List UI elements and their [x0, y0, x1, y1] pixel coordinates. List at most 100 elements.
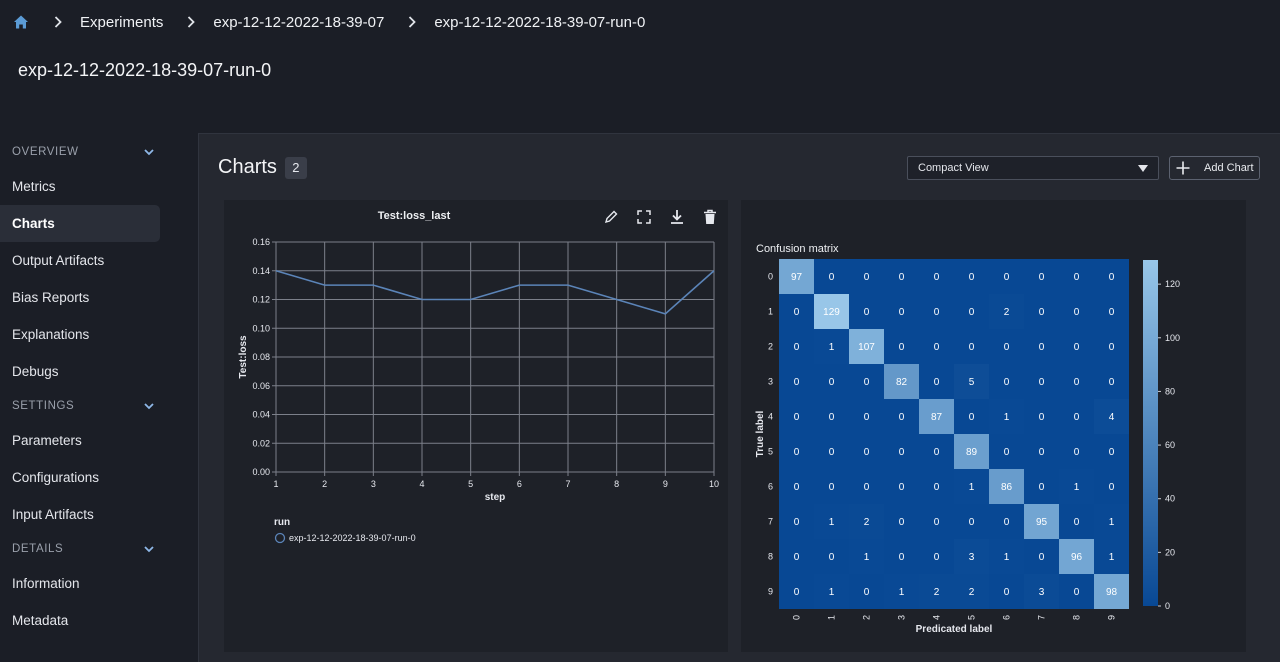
heatmap-cell: [814, 434, 849, 469]
heatmap-cell: [919, 504, 954, 539]
sidebar-item-output-artifacts[interactable]: Output Artifacts: [12, 253, 105, 268]
x-tick-label: 2: [862, 615, 872, 620]
cell-value: 0: [1004, 517, 1010, 528]
heatmap-cell: [849, 434, 884, 469]
y-axis-label: Test:loss: [238, 335, 249, 379]
sidebar-item-information[interactable]: Information: [12, 576, 80, 591]
chart-title: Test:loss_last: [377, 210, 451, 222]
y-tick-label: 2: [768, 342, 773, 352]
cell-value: 0: [1004, 447, 1010, 458]
heatmap-cell: [919, 539, 954, 574]
cell-value: 1: [1109, 552, 1115, 563]
cell-value: 0: [794, 412, 800, 423]
series-line: [275, 269, 715, 315]
heatmap-cell: [1024, 399, 1059, 434]
cell-value: 0: [829, 552, 835, 563]
y-tick-label: 0.14: [252, 266, 270, 276]
expand-icon[interactable]: [635, 208, 653, 226]
sidebar: OVERVIEW Metrics Charts Output Artifacts…: [0, 136, 165, 639]
cell-value: 0: [1004, 377, 1010, 388]
heatmap-cell: [989, 539, 1024, 574]
heatmap-cell: [919, 434, 954, 469]
heatmap-cell: [989, 399, 1024, 434]
sidebar-item-explanations[interactable]: Explanations: [12, 327, 90, 342]
sidebar-item-input-artifacts[interactable]: Input Artifacts: [12, 507, 94, 522]
heatmap-cell: [884, 574, 919, 609]
cell-value: 2: [1004, 307, 1010, 318]
breadcrumb-experiment[interactable]: exp-12-12-2022-18-39-07: [213, 13, 385, 31]
add-chart-label: Add Chart: [1204, 162, 1254, 174]
colorbar-tick-label: 40: [1165, 494, 1175, 504]
edit-icon[interactable]: [602, 208, 620, 226]
breadcrumb-experiments[interactable]: Experiments: [80, 13, 164, 31]
page-title: exp-12-12-2022-18-39-07-run-0: [18, 60, 272, 80]
heatmap-cell: [989, 434, 1024, 469]
cell-value: 1: [864, 552, 870, 563]
heatmap-cell: [954, 364, 989, 399]
chevron-down-icon: [144, 403, 154, 410]
sidebar-section-details[interactable]: DETAILS: [0, 533, 165, 565]
sidebar-section-overview[interactable]: OVERVIEW: [0, 136, 165, 168]
heatmap-cell: [919, 259, 954, 294]
home-icon[interactable]: [12, 13, 30, 31]
heatmap-cell: [1059, 539, 1094, 574]
cell-value: 0: [1039, 377, 1045, 388]
cell-value: 0: [899, 517, 905, 528]
heatmap-cell: [779, 539, 814, 574]
sidebar-item-parameters[interactable]: Parameters: [12, 433, 82, 448]
sidebar-item-metadata[interactable]: Metadata: [12, 613, 69, 628]
heatmap-cell: [849, 259, 884, 294]
chevron-right-icon: [187, 16, 196, 28]
cell-value: 0: [829, 272, 835, 283]
colorbar-tick-label: 0: [1165, 601, 1170, 611]
cell-value: 0: [1039, 412, 1045, 423]
y-tick-label: 1: [768, 307, 773, 317]
cell-value: 0: [899, 482, 905, 493]
heatmap-cell: [1059, 259, 1094, 294]
sidebar-item-bias-reports[interactable]: Bias Reports: [12, 290, 90, 305]
sidebar-item-charts[interactable]: Charts: [0, 205, 160, 242]
sidebar-item-metrics[interactable]: Metrics: [12, 179, 56, 194]
heatmap-cell: [954, 469, 989, 504]
y-tick-label: 6: [768, 482, 773, 492]
sidebar-item-debugs[interactable]: Debugs: [12, 364, 59, 379]
y-axis-label: True label: [755, 410, 766, 457]
cell-value: 3: [969, 552, 975, 563]
heatmap-cell: [814, 539, 849, 574]
cell-value: 0: [1074, 412, 1080, 423]
trash-icon[interactable]: [701, 208, 719, 226]
y-tick-label: 0.04: [252, 410, 270, 420]
download-icon[interactable]: [668, 208, 686, 226]
cell-value: 89: [966, 447, 978, 458]
cell-value: 0: [829, 447, 835, 458]
cell-value: 0: [829, 377, 835, 388]
charts-title: Charts: [218, 156, 277, 178]
cell-value: 3: [1039, 587, 1045, 598]
heatmap-cell: [1059, 434, 1094, 469]
sidebar-section-settings[interactable]: SETTINGS: [0, 390, 165, 422]
cell-value: 0: [1074, 517, 1080, 528]
heatmap-cell: [954, 399, 989, 434]
heatmap-cell: [884, 434, 919, 469]
breadcrumb-run[interactable]: exp-12-12-2022-18-39-07-run-0: [434, 13, 646, 31]
chevron-right-icon: [408, 16, 417, 28]
heatmap-cell: [814, 469, 849, 504]
heatmap-cell: [814, 294, 849, 329]
heatmap-cell: [884, 539, 919, 574]
cell-value: 0: [794, 517, 800, 528]
view-select[interactable]: Compact View: [907, 156, 1159, 180]
heatmap-cell: [884, 259, 919, 294]
cell-value: 0: [899, 307, 905, 318]
y-tick-label: 0.10: [252, 323, 270, 333]
heatmap-cell: [954, 329, 989, 364]
heatmap-cell: [1024, 294, 1059, 329]
sidebar-item-configurations[interactable]: Configurations: [12, 470, 100, 485]
y-tick-label: 0.16: [252, 237, 270, 247]
x-tick-label: 3: [897, 615, 907, 620]
cell-value: 0: [829, 482, 835, 493]
add-chart-button[interactable]: Add Chart: [1169, 156, 1260, 180]
cell-value: 96: [1071, 552, 1083, 563]
heatmap-cell: [1024, 434, 1059, 469]
heatmap-cell: [989, 294, 1024, 329]
x-tick-label: 7: [1037, 615, 1047, 620]
